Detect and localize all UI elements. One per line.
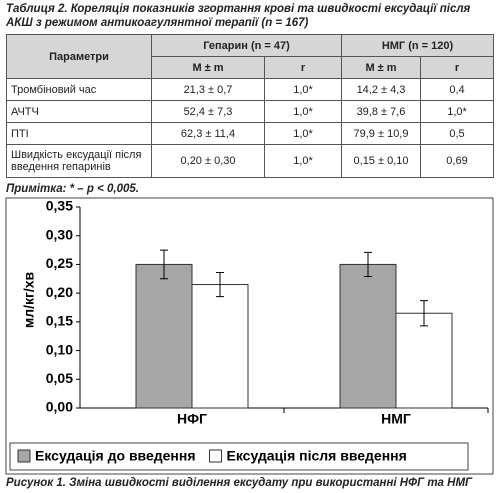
table-cell: 1,0* (264, 100, 342, 123)
table-cell: Швидкість ексудації після введення гепар… (6, 144, 152, 178)
y-tick-label: 0,30 (46, 226, 73, 242)
table-cell: 21,3 ± 0,7 (151, 78, 265, 101)
table-cell: 0,15 ± 0,10 (341, 144, 421, 178)
y-tick-label: 0,05 (46, 370, 73, 386)
bar (339, 263, 397, 409)
table-cell: АЧТЧ (6, 100, 152, 123)
table-cell: Тромбіновий час (6, 78, 152, 101)
table-cell: 62,3 ± 11,4 (151, 122, 265, 145)
note: Примітка: * – p < 0,005. (6, 183, 140, 195)
table-caption: Таблиця 2. Кореляція показників згортанн… (6, 3, 471, 29)
y-tick-label: 0,20 (46, 284, 73, 300)
table-cell: 1,0* (264, 122, 342, 145)
legend-label: Ексудація до введення (35, 448, 196, 464)
table-row: Швидкість ексудації після введення гепар… (6, 144, 494, 178)
x-tick-label: НФГ (177, 411, 207, 427)
y-tick-label: 0,15 (46, 313, 73, 329)
header-cell: r (420, 56, 494, 79)
bar (395, 312, 453, 409)
x-tick-label: НМГ (381, 411, 411, 427)
legend-swatch (17, 449, 31, 463)
header-cell: M ± m (341, 56, 421, 79)
table-cell: 52,4 ± 7,3 (151, 100, 265, 123)
y-tick-label: 0,35 (46, 198, 73, 214)
table-cell: 39,8 ± 7,6 (341, 100, 421, 123)
bar (191, 284, 249, 409)
chart-frame (5, 197, 494, 475)
y-axis-label: мл/кг/хв (21, 271, 37, 328)
bar (135, 263, 193, 409)
table-cell: 0,69 (420, 144, 494, 178)
chart: мл/кг/хв 0,00 0,05 0,10 0,15 0,20 0,25 0,30 0,3… (5, 197, 494, 475)
header-cell: M ± m (151, 56, 265, 79)
table: Параметри Гепарин (n = 47) НМГ (n = 120)… (6, 34, 494, 178)
table-cell: 14,2 ± 4,3 (341, 78, 421, 101)
table-cell: 1,0* (420, 100, 494, 123)
y-tick-label: 0,00 (46, 399, 73, 415)
legend-label: Ексудація після введення (227, 448, 407, 464)
table-cell: 0,20 ± 0,30 (151, 144, 265, 178)
figure-caption: Рисунок 1. Зміна швидкості виділення екс… (6, 477, 473, 489)
table-cell: 0,4 (420, 78, 494, 101)
table-cell: 1,0* (264, 144, 342, 178)
header-cell: r (264, 56, 342, 79)
header-cell: Параметри (6, 34, 152, 79)
error-bar (160, 249, 168, 280)
table-cell: ПТІ (6, 122, 152, 145)
error-bar (420, 300, 428, 327)
table-cell: 79,9 ± 10,9 (341, 122, 421, 145)
legend-box (9, 442, 469, 471)
y-tick-label: 0,25 (46, 255, 73, 271)
table-row: АЧТЧ 52,4 ± 7,3 1,0* 39,8 ± 7,6 1,0* (6, 100, 494, 123)
header-cell: НМГ (n = 120) (341, 34, 494, 57)
table-cell: 1,0* (264, 78, 342, 101)
y-tick-label: 0,10 (46, 341, 73, 357)
header-cell: Гепарин (n = 47) (151, 34, 342, 57)
table-row: ПТІ 62,3 ± 11,4 1,0* 79,9 ± 10,9 0,5 (6, 122, 494, 145)
table-cell: 0,5 (420, 122, 494, 145)
table-body: Тромбіновий час 21,3 ± 0,7 1,0* 14,2 ± 4,3 0… (6, 78, 494, 178)
legend-swatch (209, 449, 223, 463)
table-row: Тромбіновий час 21,3 ± 0,7 1,0* 14,2 ± 4,3 0… (6, 78, 494, 101)
error-bar (364, 251, 372, 277)
error-bar (216, 271, 224, 298)
